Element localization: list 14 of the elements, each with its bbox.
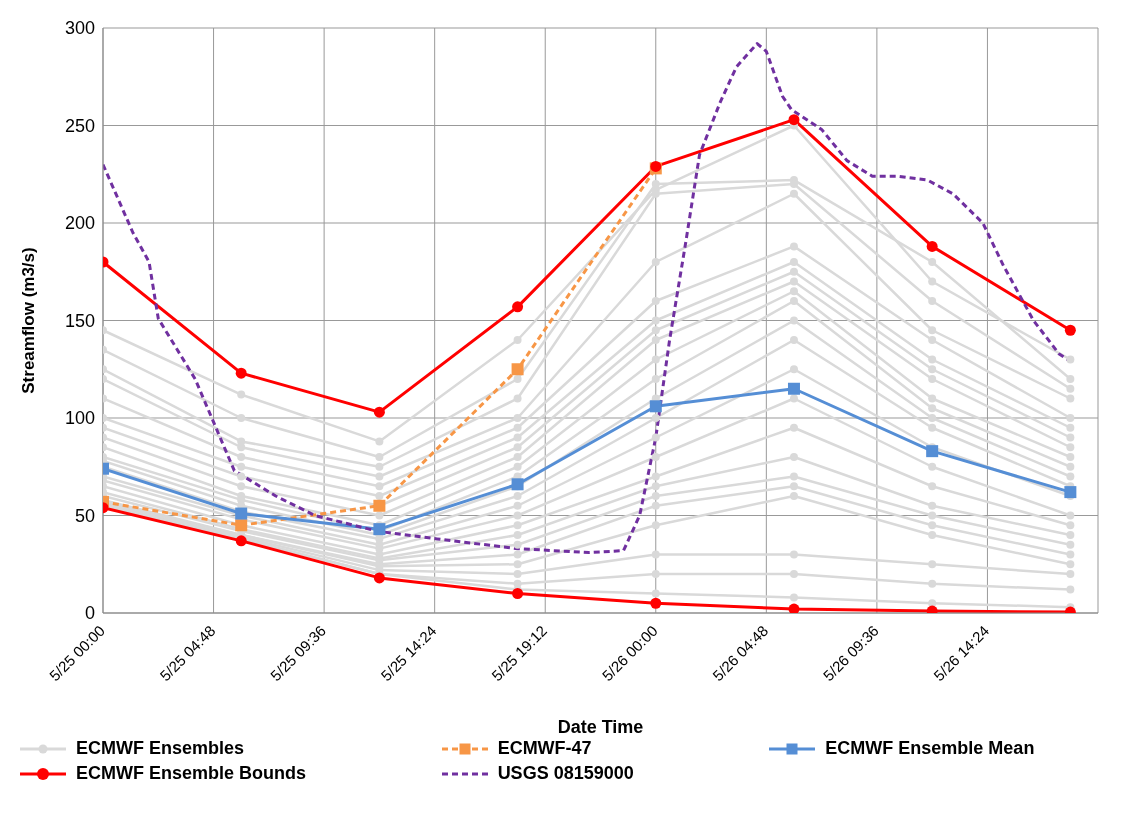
legend-label: ECMWF Ensemble Bounds bbox=[76, 763, 307, 784]
legend-label: ECMWF Ensemble Mean bbox=[825, 738, 1035, 759]
y-tick-label: 150 bbox=[64, 310, 95, 331]
y-tick-label: 200 bbox=[64, 213, 95, 234]
y-axis-title: Streamflow (m3/s) bbox=[19, 247, 39, 394]
legend-label: ECMWF-47 bbox=[497, 738, 592, 759]
legend-label: USGS 08159000 bbox=[497, 763, 634, 784]
y-tick-label: 300 bbox=[64, 18, 95, 39]
y-tick-label: 50 bbox=[74, 505, 95, 526]
legend-label: ECMWF Ensembles bbox=[76, 738, 245, 759]
x-axis-title: Date Time bbox=[557, 717, 644, 737]
y-tick-label: 0 bbox=[84, 603, 95, 624]
y-tick-label: 100 bbox=[64, 408, 95, 429]
y-tick-label: 250 bbox=[64, 115, 95, 136]
